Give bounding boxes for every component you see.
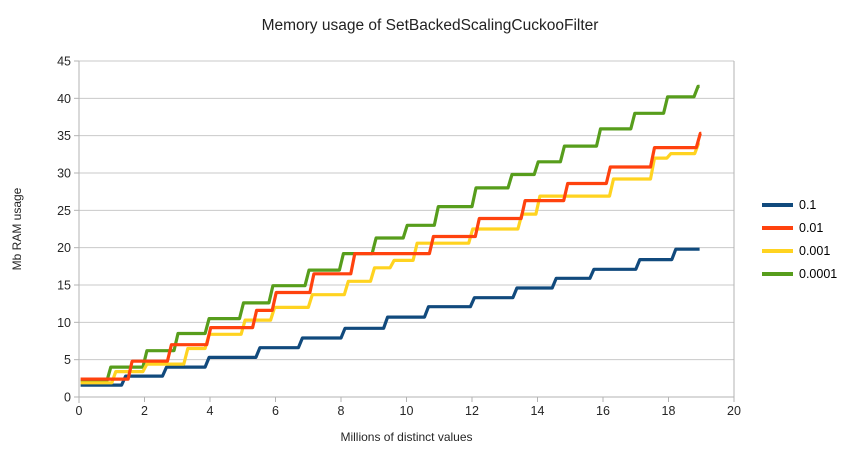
legend-swatch-0.0001	[762, 271, 793, 276]
x-tick-label: 2	[141, 404, 148, 418]
x-tick-label: 18	[662, 404, 676, 418]
y-tick-label: 20	[57, 241, 71, 255]
series-line-0.01	[80, 131, 702, 381]
x-tick-label: 0	[76, 404, 83, 418]
y-tick-label: 0	[64, 391, 71, 405]
y-tick-label: 45	[57, 55, 71, 69]
legend-swatch-0.001	[762, 248, 793, 253]
legend-label-0.01: 0.01	[799, 220, 824, 235]
chart-title: Memory usage of SetBackedScalingCuckooFi…	[261, 17, 599, 34]
x-tick-label: 14	[531, 404, 545, 418]
y-tick-label: 35	[57, 129, 71, 143]
legend-row-0.0001: 0.0001	[762, 262, 837, 285]
legend-swatch-0.1	[762, 202, 793, 207]
x-tick-label: 16	[596, 404, 610, 418]
legend-label-0.001: 0.001	[799, 243, 831, 258]
legend-row-0.01: 0.01	[762, 216, 837, 239]
x-tick-label: 8	[338, 404, 345, 418]
y-tick-label: 5	[64, 353, 71, 367]
y-tick-label: 15	[57, 279, 71, 293]
legend-row-0.001: 0.001	[762, 239, 837, 262]
x-tick-label: 4	[207, 404, 214, 418]
legend-label-0.1: 0.1	[799, 197, 817, 212]
x-tick-label: 20	[727, 404, 741, 418]
series-line-0.0001	[80, 84, 700, 383]
y-axis-title: Mb RAM usage	[10, 187, 24, 270]
x-axis-title: Millions of distinct values	[340, 430, 472, 444]
y-tick-label: 25	[57, 204, 71, 218]
x-tick-label: 6	[272, 404, 279, 418]
legend-row-0.1: 0.1	[762, 193, 837, 216]
legend-label-0.0001: 0.0001	[799, 266, 838, 281]
series-line-0.001	[80, 141, 701, 385]
legend: 0.1 0.01 0.001 0.0001	[762, 193, 837, 285]
y-tick-label: 30	[57, 167, 71, 181]
legend-swatch-0.01	[762, 225, 793, 230]
x-tick-label: 12	[465, 404, 479, 418]
y-tick-label: 10	[57, 316, 71, 330]
series-line-0.1	[80, 247, 700, 387]
x-tick-label: 10	[400, 404, 414, 418]
y-tick-label: 40	[57, 92, 71, 106]
